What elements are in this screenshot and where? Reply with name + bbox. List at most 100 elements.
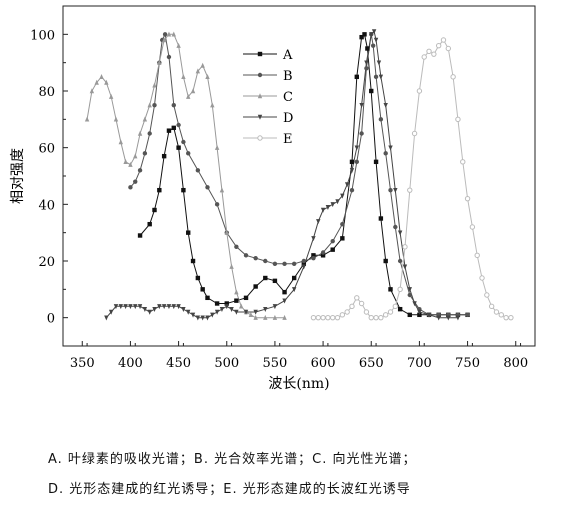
data-point-e (503, 314, 509, 321)
data-point-b (181, 139, 186, 145)
data-point-a (195, 275, 201, 281)
data-point-e (479, 275, 485, 281)
data-point-b (263, 258, 268, 264)
data-point-a (397, 306, 403, 312)
series-line-a (139, 33, 468, 316)
data-point-e (392, 303, 399, 310)
data-point-b (166, 54, 172, 60)
data-point-d (123, 304, 128, 310)
y-axis-label: 相对强度 (10, 148, 26, 204)
x-tick-label: 650 (359, 356, 384, 371)
data-point-b (152, 102, 157, 108)
data-point-d (335, 199, 340, 205)
data-point-a (354, 74, 359, 80)
data-point-c (123, 159, 128, 165)
data-point-d (253, 309, 258, 315)
data-point-d (176, 304, 181, 310)
data-point-e (488, 303, 495, 310)
data-point-a (340, 236, 345, 241)
data-point-e (469, 224, 476, 230)
data-point-b (142, 151, 148, 156)
data-point-d (133, 304, 138, 310)
data-point-b (359, 131, 364, 136)
data-point-a (214, 301, 220, 306)
data-point-c (104, 79, 109, 85)
data-point-c (166, 31, 172, 37)
data-point-a (186, 230, 191, 235)
data-point-e (330, 314, 336, 321)
data-point-e (320, 314, 326, 321)
data-point-a (359, 34, 364, 40)
data-point-e (435, 42, 442, 49)
data-point-c (272, 314, 278, 320)
data-point-c (200, 62, 205, 68)
data-point-c (89, 88, 95, 94)
data-point-b (253, 255, 258, 261)
x-tick-label: 700 (407, 356, 432, 371)
data-point-c (224, 229, 229, 235)
data-point-b (205, 185, 210, 190)
data-point-d (195, 315, 201, 321)
data-point-c (171, 31, 176, 37)
data-point-d (219, 306, 225, 312)
data-point-b (465, 312, 470, 318)
data-point-a (147, 221, 152, 227)
data-point-c (118, 139, 123, 145)
x-tick-label: 750 (455, 356, 480, 371)
data-point-d (128, 304, 133, 310)
data-point-e (358, 300, 365, 307)
data-point-d (186, 309, 191, 315)
data-point-e (411, 130, 418, 137)
x-axis-label: 波长(nm) (268, 376, 329, 392)
data-point-c (239, 303, 244, 309)
legend-label-c: C (283, 90, 293, 105)
data-point-d (263, 306, 268, 312)
data-point-e (349, 303, 355, 310)
legend-marker-e (257, 135, 263, 141)
data-point-b (282, 261, 287, 267)
data-point-b (243, 253, 249, 258)
data-point-a (152, 207, 157, 213)
data-point-b (330, 238, 335, 244)
data-point-d (354, 145, 359, 151)
legend-label-a: A (282, 48, 293, 63)
data-point-b (364, 66, 369, 71)
data-point-e (310, 314, 317, 321)
data-point-c (253, 314, 258, 320)
data-point-d (234, 309, 239, 315)
legend-marker-d (257, 114, 263, 120)
series-line-b (130, 32, 468, 316)
data-point-b (162, 32, 168, 37)
data-point-b (378, 117, 384, 122)
data-point-e (373, 314, 379, 321)
y-tick-label: 0 (47, 312, 55, 327)
data-point-a (388, 287, 393, 292)
y-tick-label: 20 (38, 255, 55, 270)
data-point-c (176, 42, 181, 48)
data-point-d (137, 304, 143, 310)
data-point-d (446, 315, 451, 321)
data-point-a (263, 275, 268, 281)
data-point-e (431, 51, 437, 57)
data-point-d (190, 312, 196, 318)
data-point-a (171, 125, 176, 131)
data-point-b (272, 261, 278, 267)
data-point-d (147, 309, 152, 315)
data-point-a (291, 275, 297, 281)
data-point-b (311, 255, 316, 261)
data-point-d (229, 306, 234, 312)
data-point-e (354, 295, 360, 301)
data-point-c (186, 93, 191, 99)
data-point-d (455, 315, 461, 321)
data-point-a (157, 187, 162, 193)
data-point-c (205, 74, 210, 80)
data-point-b (195, 168, 201, 173)
data-point-c (229, 263, 234, 269)
data-point-c (147, 102, 152, 108)
data-point-d (412, 301, 417, 307)
caption-line-1: A. 叶绿素的吸收光谱；B. 光合效率光谱；C. 向光性光谱； (48, 452, 417, 467)
data-point-e (325, 314, 331, 321)
data-point-d (311, 236, 316, 242)
data-point-e (416, 88, 423, 94)
data-point-b (340, 221, 345, 227)
